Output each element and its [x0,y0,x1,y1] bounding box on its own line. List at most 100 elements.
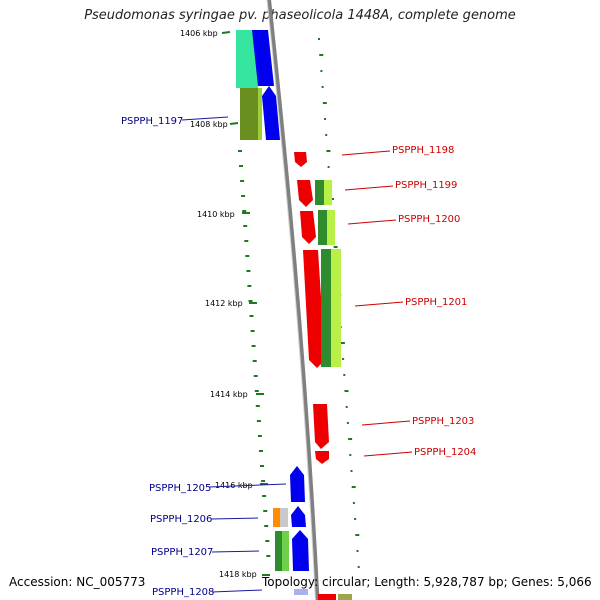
gc-dot [249,315,254,317]
feature-block [275,531,282,571]
gene-arrow [315,451,329,464]
gene-label: PSPPH_1199 [395,180,457,191]
forward-feature-blocks [294,152,352,600]
feature-block [240,88,262,140]
gene-label: PSPPH_1197 [121,116,183,127]
reverse-gene-labels: PSPPH_1197 PSPPH_1205 PSPPH_1206 PSPPH_1… [121,116,287,598]
gene-arrow [292,530,309,571]
gc-dot [241,195,246,197]
feature-block [318,594,336,600]
gc-dot [238,150,242,152]
gc-dot [240,180,245,182]
gc-dot [356,550,359,552]
gene-label: PSPPH_1205 [149,483,211,494]
gc-dot [333,246,338,248]
tick-label: 1408 kbp [190,120,228,129]
label-connector [181,116,229,121]
gc-dot [346,422,349,424]
gc-dot [354,518,357,520]
tick-mark [221,31,231,34]
label-connector [347,219,397,225]
feature-block [236,30,258,88]
feature-block [280,508,288,527]
gc-dot [254,390,259,392]
gc-dot [250,330,255,332]
gc-dot [247,285,252,287]
gene-label: PSPPH_1203 [412,416,474,427]
gc-dot [246,270,251,272]
feature-block [315,180,324,205]
gc-dot [342,358,345,360]
gc-dot [357,566,360,568]
gc-dot [340,342,345,344]
gc-dot [256,420,261,422]
accession-text: Accession: NC_005773 [9,575,146,589]
label-connector [363,451,413,457]
genome-backbone-highlight [266,0,316,600]
gc-dot [260,465,264,467]
tick-mark [229,122,239,125]
gc-dot [325,134,328,136]
label-connector [210,517,259,520]
feature-block [338,594,352,600]
gc-dot [319,54,324,56]
feature-block [318,210,327,245]
gene-label: PSPPH_1206 [150,514,212,525]
label-connector [341,150,391,156]
gc-dot [263,510,268,512]
gc-dot [266,555,271,557]
gene-label: PSPPH_1198 [392,145,454,156]
feature-block [258,88,262,140]
map-title: Pseudomonas syringae pv. phaseolicola 14… [84,8,516,23]
gene-arrow [252,30,274,86]
gene-arrow [294,152,307,167]
gene-arrow [290,466,305,502]
position-ticks: 1406 kbp 1408 kbp 1410 kbp 1412 kbp 1414… [180,29,270,579]
gc-dot [248,300,253,302]
feature-block [331,249,341,367]
feature-block [327,210,335,245]
gc-dot [255,405,260,407]
gc-dot [257,435,262,437]
gene-label: PSPPH_1200 [398,214,460,225]
label-connector [361,420,411,426]
gc-dot [343,374,346,376]
gc-dot [318,38,320,40]
gene-arrow [313,404,329,449]
gc-dot [352,502,355,504]
gc-dot [243,225,248,227]
gene-label: PSPPH_1204 [414,447,476,458]
gc-dot [348,438,353,440]
gc-dot [326,150,331,152]
tick-label: 1410 kbp [197,210,235,219]
gene-label: PSPPH_1207 [151,547,213,558]
gc-dot [261,480,266,482]
gc-dot [259,450,263,452]
gc-dot [320,70,323,72]
genome-summary-text: Topology: circular; Length: 5,928,787 bp… [262,575,592,589]
gene-arrow [300,211,316,244]
feature-block [294,589,308,595]
label-connector [208,483,287,488]
tick-label: 1418 kbp [219,570,257,579]
gc-dot [245,255,250,257]
label-connector [211,589,263,593]
gene-label: PSPPH_1208 [152,587,214,598]
gc-dot [322,102,327,104]
gc-dot [350,470,353,472]
gene-arrow [291,506,306,527]
tick-label: 1414 kbp [210,390,248,399]
gc-dot [327,166,330,168]
gc-dot [355,534,360,536]
gc-dot [344,390,349,392]
tick-label: 1416 kbp [215,481,253,490]
gc-dot [244,240,249,242]
gc-dot [262,495,267,497]
gc-dot [251,345,256,347]
tick-label: 1412 kbp [205,299,243,308]
gc-dot [321,86,324,88]
feature-block [282,531,289,571]
gc-dot [324,118,326,120]
gc-dot [345,406,348,408]
